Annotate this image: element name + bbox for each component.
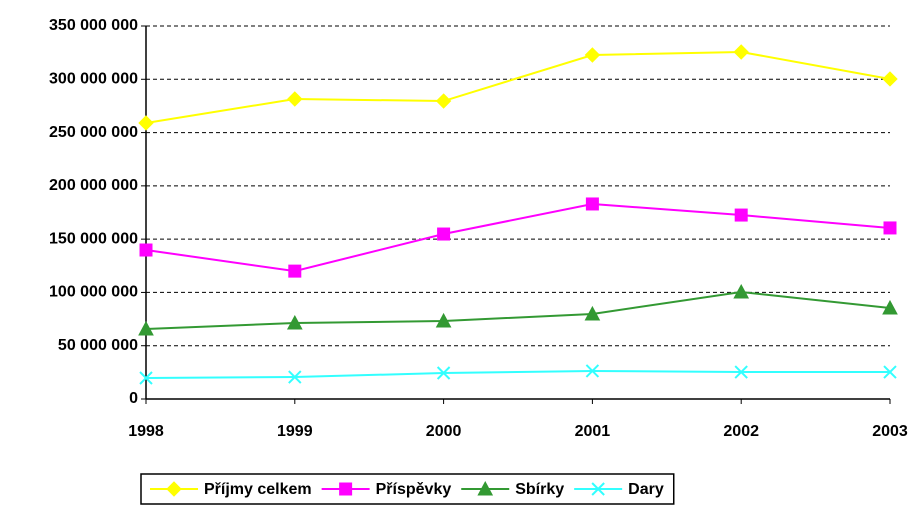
marker xyxy=(734,208,748,222)
x-tick-label: 1998 xyxy=(128,423,164,440)
marker xyxy=(585,364,600,378)
y-tick-label: 0 xyxy=(129,390,138,407)
marker xyxy=(733,44,749,60)
y-tick-label: 150 000 000 xyxy=(49,230,138,247)
marker xyxy=(138,115,154,131)
legend-label: Příjmy celkem xyxy=(204,481,312,498)
marker xyxy=(733,283,750,299)
marker xyxy=(477,480,494,496)
marker xyxy=(287,91,303,107)
marker xyxy=(882,299,898,315)
marker xyxy=(286,314,303,330)
marker xyxy=(435,312,452,328)
marker xyxy=(883,365,897,379)
marker xyxy=(138,320,154,336)
marker xyxy=(436,366,451,380)
y-tick-label: 200 000 000 xyxy=(49,177,138,194)
marker xyxy=(288,370,302,384)
marker xyxy=(435,93,452,109)
x-tick-label: 1999 xyxy=(277,423,313,440)
marker xyxy=(339,482,353,496)
legend-label: Sbírky xyxy=(515,481,564,498)
marker xyxy=(166,481,182,497)
x-tick-label: 2001 xyxy=(575,423,611,440)
legend: Příjmy celkem Příspěvky Sbírky Dary xyxy=(140,473,675,505)
marker xyxy=(584,305,601,321)
y-tick-label: 100 000 000 xyxy=(49,284,138,301)
marker xyxy=(584,47,601,63)
y-tick-label: 300 000 000 xyxy=(49,71,138,88)
marker xyxy=(882,71,898,87)
y-tick-label: 350 000 000 xyxy=(49,17,138,34)
marker xyxy=(585,197,599,211)
x-tick-label: 2002 xyxy=(723,423,759,440)
marker xyxy=(883,221,897,235)
y-tick-label: 250 000 000 xyxy=(49,124,138,141)
x-tick-label: 2000 xyxy=(426,423,462,440)
x-tick-label: 2003 xyxy=(872,423,908,440)
series-line xyxy=(145,369,890,380)
marker xyxy=(591,482,605,496)
marker xyxy=(437,227,451,241)
legend-label: Příspěvky xyxy=(376,481,452,498)
series-line xyxy=(145,202,891,273)
marker xyxy=(139,371,153,385)
series-line xyxy=(145,51,891,124)
marker xyxy=(734,365,748,379)
marker xyxy=(288,264,302,278)
legend-label: Dary xyxy=(628,481,664,498)
y-tick-label: 50 000 000 xyxy=(58,337,138,354)
series-line xyxy=(145,290,891,330)
marker xyxy=(139,243,153,257)
